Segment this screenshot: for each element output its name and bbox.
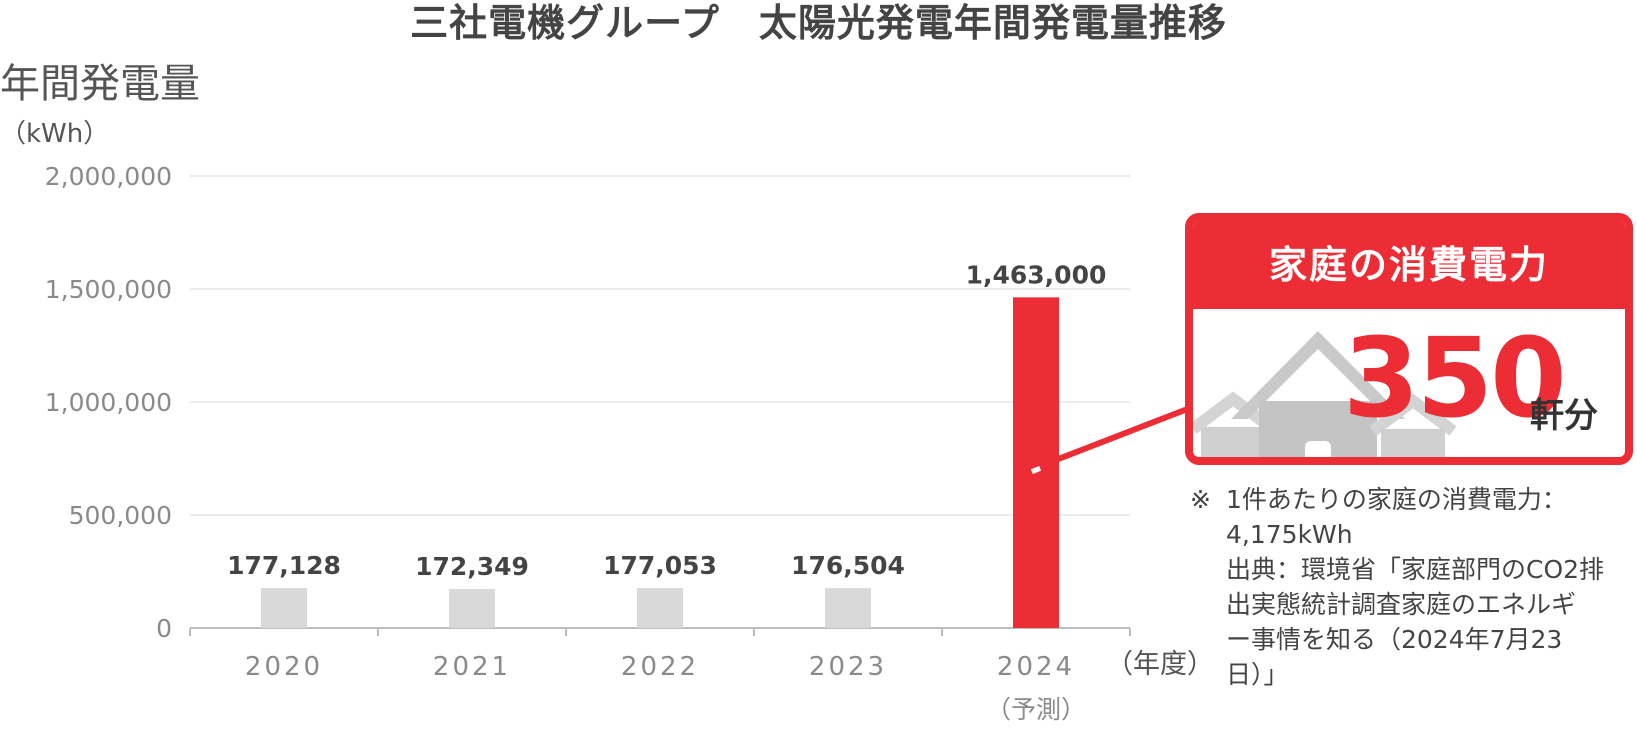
house-icon — [1193, 331, 1457, 457]
x-tick-label: 2020 — [245, 652, 323, 682]
bar-value-label: 172,349 — [415, 552, 529, 581]
footnote-line: 4,175kWh — [1226, 520, 1353, 549]
bar — [449, 589, 495, 628]
x-tick-sublabel: （予測） — [986, 695, 1086, 724]
label-layer: 0 500,000 1,000,000 1,500,000 2,000,000 177,1… — [45, 162, 1214, 724]
y-tick-label: 500,000 — [69, 501, 172, 530]
footnote-line: 出典：環境省「家庭部門のCO2排 — [1226, 555, 1605, 584]
chart-title: 三社電機グループ 太陽光発電年間発電量推移 — [410, 1, 1227, 45]
x-axis-unit: （年度） — [1106, 649, 1214, 680]
callout-leader-anchor — [1028, 463, 1044, 477]
household-callout: 家庭の消費電力 350 軒分 — [1185, 213, 1633, 465]
x-tick-label: 2021 — [433, 652, 511, 682]
footnote-mark: ※ — [1190, 485, 1211, 514]
bar — [637, 587, 683, 628]
y-tick-label: 1,500,000 — [45, 275, 172, 304]
x-tick-label: 2023 — [809, 652, 887, 682]
footnote-text: 1件あたりの家庭の消費電力： 4,175kWh 出典：環境省「家庭部門のCO2排… — [1226, 482, 1604, 692]
y-tick-label: 1,000,000 — [45, 388, 172, 417]
bar-value-label: 177,053 — [603, 551, 717, 580]
y-tick-label: 0 — [156, 614, 172, 643]
bar — [825, 588, 871, 628]
bar-value-label: 1,463,000 — [966, 260, 1107, 289]
footnote-line: 出実態統計調査家庭のエネルギ — [1226, 590, 1577, 619]
callout-unit: 軒分 — [1530, 396, 1598, 436]
callout-title: 家庭の消費電力 — [1193, 221, 1625, 309]
x-tick-label: 2024 — [997, 652, 1075, 682]
footnote-line: 日）」 — [1226, 660, 1289, 689]
bar-value-label: 176,504 — [791, 551, 905, 580]
callout-value: 350 — [1343, 314, 1567, 442]
bar — [261, 587, 307, 628]
y-axis-label: 年間発電量 — [0, 61, 200, 107]
bar-value-label: 177,128 — [227, 551, 341, 580]
x-tick-label: 2022 — [621, 652, 699, 682]
callout-leader-line — [1027, 405, 1193, 473]
y-axis-unit: （kWh） — [0, 119, 110, 149]
footnote-line: ー事情を知る（2024年7月23 — [1226, 625, 1563, 654]
footnote-line: 1件あたりの家庭の消費電力： — [1226, 485, 1567, 514]
y-tick-label: 2,000,000 — [45, 162, 172, 191]
